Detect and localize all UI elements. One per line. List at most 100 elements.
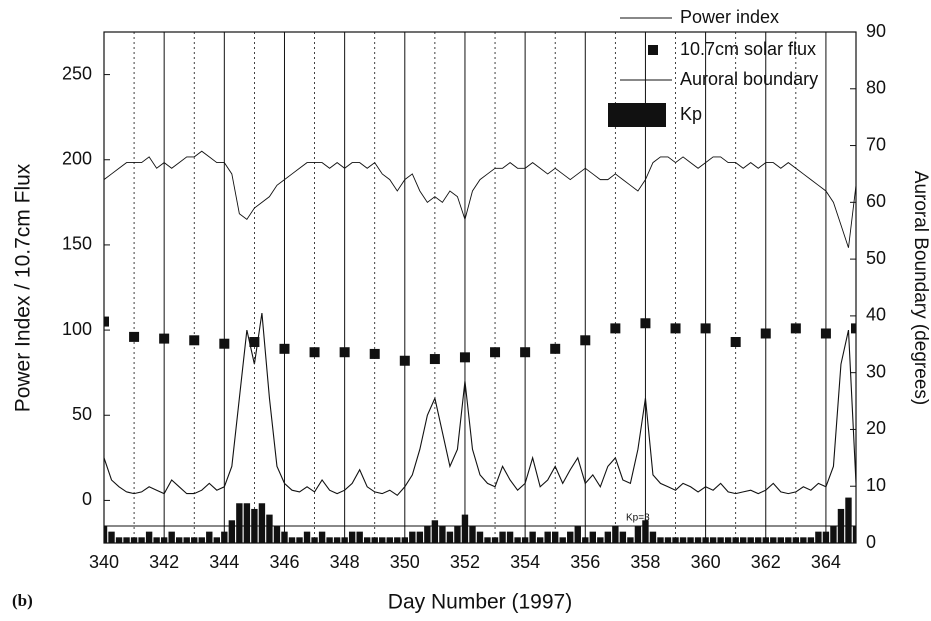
flux-point [790, 323, 801, 334]
ticks: 340 342 344 346 348 350 352 354 356 358 360 362 364 0… [62, 21, 886, 572]
y-tick-label: 50 [72, 404, 92, 424]
flux-point [730, 337, 741, 348]
kp-bar [785, 537, 792, 543]
flux-point [129, 331, 140, 342]
annotation: Kp=3 [626, 513, 650, 524]
kp-bar [198, 537, 205, 543]
y2-tick-label: 30 [866, 361, 886, 381]
flux-point [760, 328, 771, 339]
kp-bar [559, 537, 566, 543]
kp-bar [491, 537, 499, 543]
kp-bar [499, 531, 506, 543]
kp-bar [333, 537, 341, 543]
kp-bar [153, 537, 160, 543]
kp-bar [514, 537, 521, 543]
x-tick-label: 340 [89, 552, 119, 572]
kp-bar [145, 531, 153, 543]
y2-axis-title: Auroral Boundary (degrees) [910, 171, 931, 405]
x-tick-label: 354 [510, 552, 540, 572]
kp-bar [679, 537, 687, 543]
kp-bar [364, 537, 371, 543]
kp-bar [619, 531, 627, 543]
kp-bar [138, 537, 145, 543]
x-tick-label: 352 [450, 552, 480, 572]
y2-tick-label: 50 [866, 248, 886, 268]
plot-area [104, 150, 856, 543]
kp-bar [664, 537, 672, 543]
kp-bar [130, 537, 138, 543]
kp-bar [755, 537, 762, 543]
kp-bar [243, 503, 251, 543]
flux-point [610, 323, 621, 334]
kp-bar [740, 537, 747, 543]
kp-bar [424, 525, 431, 543]
kp-bar [544, 531, 551, 543]
x-tick-label: 350 [390, 552, 420, 572]
kp-bar [183, 537, 190, 543]
kp-bar [709, 537, 717, 543]
kp-bar [792, 537, 800, 543]
grid [103, 32, 827, 543]
kp-bar [104, 525, 108, 543]
y-tick-label: 0 [82, 489, 92, 509]
flux-point [640, 318, 651, 329]
kp-bar [574, 525, 581, 543]
flux-point [399, 355, 410, 366]
flux-point [700, 323, 711, 334]
kp-bar [386, 537, 393, 543]
y-tick-label: 100 [62, 319, 92, 339]
x-tick-label: 344 [209, 552, 239, 572]
kp-bar [394, 537, 401, 543]
kp-bar [724, 537, 732, 543]
kp-bar [830, 525, 837, 543]
kp-bar [115, 537, 123, 543]
flux-point [159, 333, 170, 344]
kp-bar [852, 525, 856, 543]
kp-bar [717, 537, 724, 543]
kp-bar [288, 537, 296, 543]
kp-bar [672, 537, 679, 543]
kp-bar [176, 537, 183, 543]
y2-tick-label: 0 [866, 532, 876, 552]
flux-point [309, 347, 320, 358]
flux-point [249, 337, 260, 348]
kp-bar [416, 531, 424, 543]
kp-bar [484, 537, 491, 543]
x-axis-title: Day Number (1997) [388, 591, 572, 614]
series-line [104, 150, 856, 248]
kp-bar [431, 520, 439, 543]
kp-bar [506, 531, 514, 543]
y2-tick-label: 80 [866, 78, 886, 98]
flux-point [219, 338, 230, 349]
legend-label: Kp [680, 104, 702, 124]
kp-bar [273, 525, 281, 543]
kp-bar [356, 531, 363, 543]
kp-bar [807, 537, 815, 543]
kp-bar [296, 537, 303, 543]
kp-bar [108, 531, 115, 543]
flux-point [670, 323, 681, 334]
flux-point [339, 347, 350, 358]
kp-bar [123, 537, 130, 543]
x-tick-label: 362 [751, 552, 781, 572]
kp-bar [469, 525, 476, 543]
y-tick-label: 150 [62, 234, 92, 254]
flux-point [520, 347, 531, 358]
kp-bar [191, 537, 198, 543]
legend-symbol [608, 103, 666, 127]
kp-bar [236, 503, 243, 543]
flux-point [580, 335, 591, 346]
kp-bar [529, 531, 536, 543]
kp-bar [348, 531, 356, 543]
x-tick-label: 356 [570, 552, 600, 572]
legend-label: 10.7cm solar flux [680, 39, 816, 59]
flux-point [550, 343, 561, 354]
x-tick-label: 346 [269, 552, 299, 572]
legend-symbol [648, 45, 658, 55]
kp-bar [567, 531, 574, 543]
kp-bar [439, 525, 446, 543]
y2-tick-label: 40 [866, 305, 886, 325]
y-tick-label: 250 [62, 63, 92, 83]
y2-tick-label: 90 [866, 21, 886, 41]
